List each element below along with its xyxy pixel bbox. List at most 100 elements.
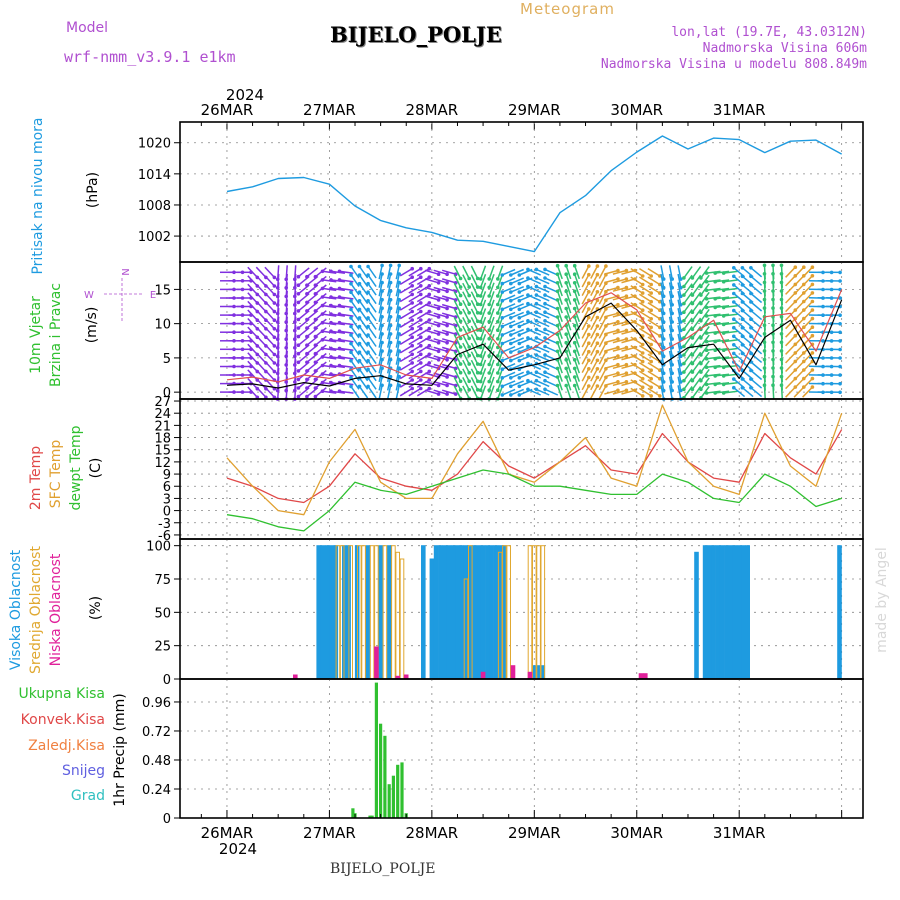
wind-arrow (604, 363, 619, 370)
wind-arrow (255, 292, 267, 304)
wind-arrow (556, 333, 563, 348)
wind-arrow (660, 350, 665, 365)
wind-arrow-head (690, 353, 695, 357)
pressure-axis-label: Pritisak na nivou mora (30, 117, 46, 274)
wind-arrow-head (649, 394, 653, 398)
high-cloud-bar (325, 545, 330, 680)
wind-arrow-head (661, 277, 666, 281)
wind-arrow-head (458, 336, 463, 341)
wind-arrow-head (478, 337, 483, 341)
wind-arrow-head (616, 285, 620, 290)
wind-arrow (424, 338, 439, 344)
wind-arrow (544, 277, 559, 285)
wind-arrow-head (624, 388, 629, 393)
wind-arrow-head (296, 283, 301, 288)
wind-arrow (330, 356, 346, 360)
wind-arrow (510, 328, 524, 336)
wind-arrow-head (670, 294, 674, 299)
wind-arrow (322, 373, 337, 377)
wind-arrow (330, 270, 346, 274)
wind-arrow (386, 308, 392, 323)
wind-arrow (350, 368, 360, 382)
wind-arrow-head (732, 283, 736, 287)
wind-arrow (598, 325, 607, 339)
wind-arrow (408, 319, 422, 328)
wind-arrow (527, 337, 542, 345)
wind-arrow-head (699, 387, 703, 392)
wind-arrow (683, 334, 693, 347)
high-cloud-bar (694, 551, 699, 680)
wind-arrow-head (517, 273, 522, 277)
wind-arrow-head (475, 302, 480, 307)
y-tick-label: -3 (158, 517, 171, 532)
wind-arrow-head (467, 276, 472, 281)
wind-arrow-head (320, 329, 325, 334)
wind-arrow (247, 300, 258, 313)
wind-arrow (488, 333, 495, 348)
wind-arrow (723, 339, 738, 343)
wind-arrow-head (749, 385, 753, 390)
wind-arrow-head (555, 323, 560, 328)
wind-arrow (470, 385, 479, 399)
wind-arrow (339, 313, 354, 317)
wind-arrow-head (661, 294, 666, 299)
wind-arrow (565, 351, 572, 365)
wind-arrow (556, 282, 563, 297)
wind-arrow-head (467, 311, 472, 315)
wind-arrow (479, 368, 487, 382)
wind-arrow (612, 338, 627, 344)
wind-arrow-head (740, 377, 745, 381)
wind-arrow (502, 345, 516, 353)
wind-arrow-head (487, 319, 492, 324)
high-cloud-bar (365, 545, 371, 680)
wind-arrow-head (587, 315, 591, 320)
wind-arrow (502, 337, 516, 345)
wind-arrow-head (721, 348, 726, 353)
wind-arrow-head (740, 351, 745, 356)
wind-arrow-head (337, 346, 342, 351)
wind-arrow (785, 369, 796, 381)
wind-arrow-head (320, 380, 325, 385)
wind-arrow (785, 318, 796, 330)
wind-arrow (378, 290, 383, 305)
wind-arrow (378, 265, 383, 280)
wind-arrow-head (329, 363, 333, 368)
wind-arrow (544, 268, 559, 276)
wind-arrow (536, 362, 550, 370)
wind-arrow-head (337, 320, 342, 325)
wind-arrow (247, 360, 258, 373)
wind-arrow (668, 368, 673, 383)
wind-arrow-head (509, 281, 513, 286)
wind-arrow (441, 363, 456, 370)
wind-arrow (453, 282, 462, 296)
wind-arrow-head (704, 279, 709, 284)
wind-arrow (247, 275, 258, 287)
wind-arrow (621, 372, 636, 378)
high-cloud-bar (489, 545, 494, 680)
wind-arrow-head (543, 353, 547, 357)
wind-arrow (322, 364, 337, 369)
wind-arrow (723, 330, 738, 334)
wind-arrow (408, 353, 422, 363)
wind-arrow (536, 294, 550, 302)
wind-arrow (339, 347, 354, 352)
wind-grid (180, 262, 863, 399)
wind-arrow (573, 273, 581, 288)
wind-arrow (785, 352, 796, 364)
wind-arrow (399, 319, 413, 328)
wind-arrow (367, 308, 377, 322)
wind-arrow-head (699, 378, 703, 383)
wind-arrow-head (682, 293, 686, 297)
wind-arrow-head (517, 341, 522, 346)
wind-arrow (723, 304, 738, 309)
wind-arrow (621, 381, 636, 387)
wind-arrow-head (517, 384, 522, 389)
wind-arrow (581, 368, 590, 382)
wind-arrow (488, 351, 495, 365)
wind-arrow (433, 355, 448, 361)
wind-arrow (488, 359, 495, 374)
wind-arrow (416, 387, 430, 397)
wind-arrow-head (500, 358, 505, 363)
wind-arrow (350, 360, 360, 373)
wind-arrow (247, 309, 258, 321)
